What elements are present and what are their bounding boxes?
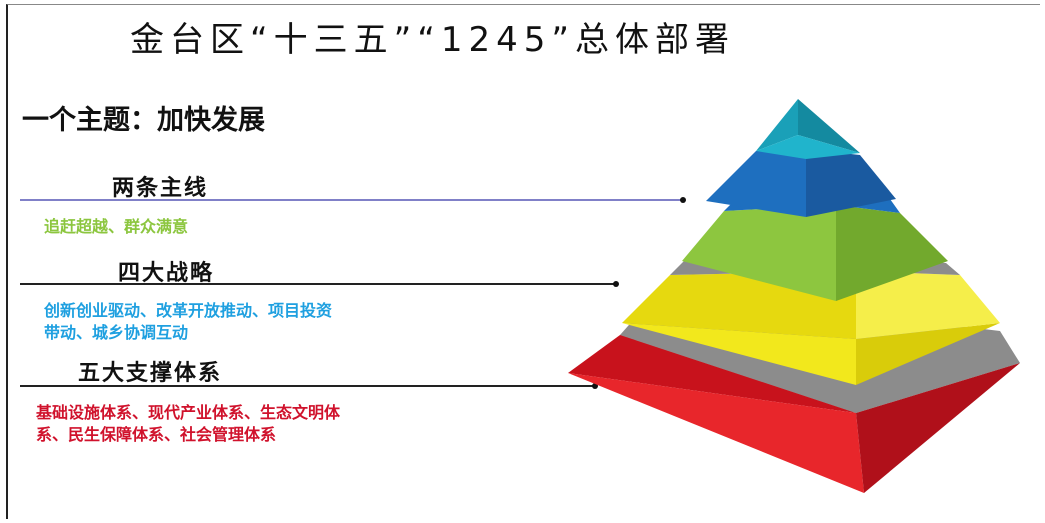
level-2-desc-line: 创新创业驱动、改革开放推动、项目投资: [44, 301, 333, 320]
level-2-connector-line: [20, 283, 616, 285]
level-1-description: 追赶超越、群众满意: [44, 216, 188, 238]
level-heading-support-systems: 五大支撑体系: [78, 361, 223, 386]
level-heading-strategies: 四大战略: [118, 261, 215, 286]
pyramid-tier-4-right: [856, 323, 1000, 385]
level-3-desc-line: 系、民生保障体系、社会管理体系: [36, 425, 277, 444]
level-2-description: 创新创业驱动、改革开放推动、项目投资 带动、城乡协调互动: [44, 300, 332, 344]
pyramid-tier-3-right: [836, 205, 948, 301]
pyramid-tier-4-front: [622, 323, 856, 385]
pyramid-tier-5-right: [856, 363, 1020, 493]
level-3-connector-line: [20, 385, 595, 387]
pyramid-tier-5-front: [568, 373, 864, 493]
diagram-frame: [6, 4, 1040, 519]
pyramid-tier-1-base: [756, 135, 860, 159]
theme-heading: 一个主题：加快发展: [22, 105, 265, 136]
pyramid-tier-1-left: [756, 99, 798, 151]
level-3-description: 基础设施体系、现代产业体系、生态文明体 系、民生保障体系、社会管理体系: [36, 402, 340, 446]
diagram-title: 金台区“十三五”“1245”总体部署: [130, 20, 735, 60]
level-3-desc-line: 基础设施体系、现代产业体系、生态文明体: [36, 403, 341, 422]
level-1-connector-line: [20, 199, 682, 201]
level-3-connector-dot: [592, 383, 598, 389]
pyramid-tier-3-left: [682, 205, 836, 301]
level-2-desc-line: 带动、城乡协调互动: [44, 323, 189, 342]
pyramid-tier-2-left: [706, 149, 806, 217]
pyramid-tier-2-right: [806, 149, 896, 217]
level-1-desc-line: 追赶超越、群众满意: [44, 217, 189, 236]
pyramid-graphic: [568, 99, 1020, 493]
level-1-connector-dot: [680, 197, 686, 203]
level-2-connector-dot: [613, 281, 619, 287]
pyramid-tier-4-side: [856, 271, 1000, 339]
level-heading-main-lines: 两条主线: [112, 176, 209, 201]
